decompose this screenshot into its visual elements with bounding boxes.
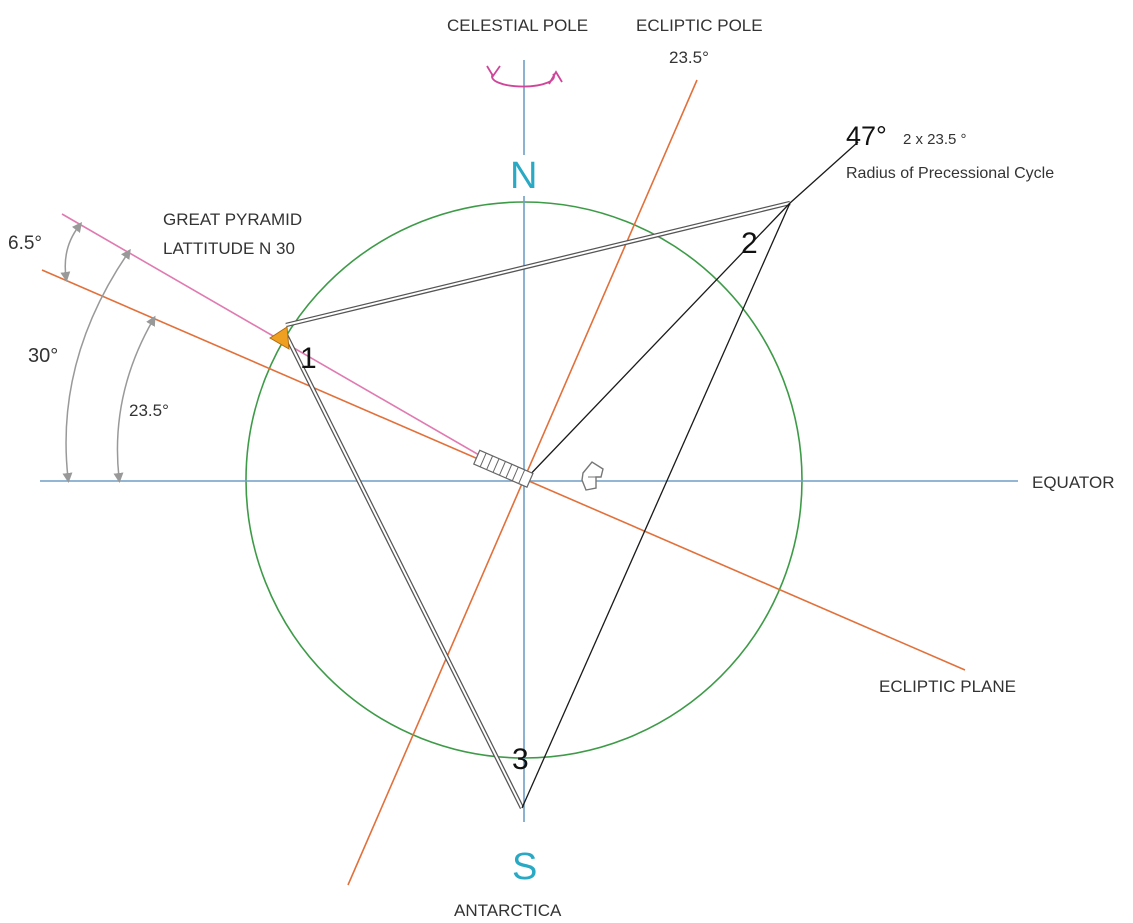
north-label: N [510,155,537,197]
antarctica-label: ANTARCTICA [454,901,562,920]
precession-radius-line [789,141,859,204]
angle-arc-23-5 [113,315,156,483]
angle-6-5-label: 6.5° [8,233,42,254]
angle-23-5-label: 23.5° [129,401,169,420]
triangle-side-2-3 [521,202,791,809]
latitude-label: LATTITUDE N 30 [163,239,295,258]
ecliptic-pole-angle-label: 23.5° [669,48,709,67]
angle-arc-6-5 [60,222,83,282]
vertex-2-label: 2 [741,227,758,260]
ecliptic-pole-label: ECLIPTIC POLE [636,16,763,35]
vertex-3-label: 3 [512,743,529,776]
rotation-arrow-icon [486,65,563,88]
hand-pointer-icon [581,461,604,491]
south-label: S [512,846,537,888]
angle-47-note: 2 x 23.5 ° [903,131,967,148]
vertex-1-label: 1 [300,342,317,375]
precession-radius-label: Radius of Precessional Cycle [846,165,1054,182]
angle-arc-30 [62,248,131,483]
equator-label: EQUATOR [1032,473,1115,492]
celestial-pole-label: CELESTIAL POLE [447,16,588,35]
center-to-vertex-2 [523,202,791,482]
angle-30-label: 30° [28,345,58,367]
earth-axis-icon [472,449,534,488]
pyramid-marker-icon [269,326,290,350]
triangle-side-1-2-inner [285,202,791,326]
angle-47-label: 47° [846,121,887,151]
great-pyramid-label: GREAT PYRAMID [163,210,302,229]
ecliptic-plane-label: ECLIPTIC PLANE [879,677,1016,696]
triangle-side-1-3-inner [285,334,523,809]
